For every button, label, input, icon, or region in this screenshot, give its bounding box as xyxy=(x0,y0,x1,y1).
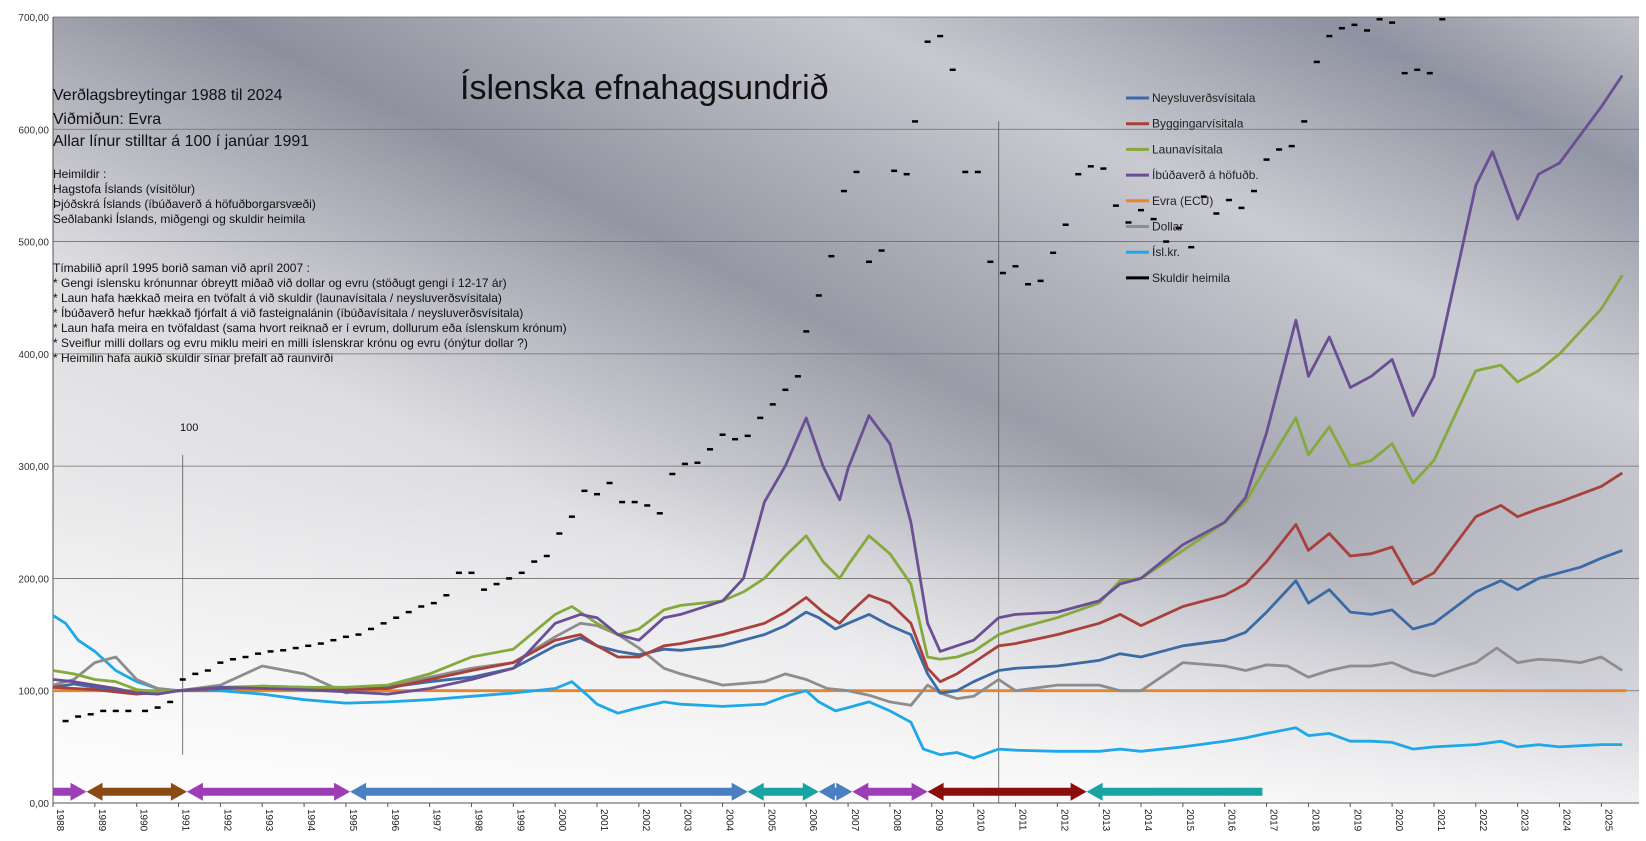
x-tick-label: 2012 xyxy=(1058,809,1069,832)
legend-label: Byggingarvísitala xyxy=(1152,117,1244,131)
x-tick-label: 2003 xyxy=(682,809,693,832)
legend-label: Evra (ECU) xyxy=(1152,194,1213,208)
legend: Neysluverðsvísitala Byggingarvísitala Laun… xyxy=(1126,91,1259,285)
y-tick-label: 100,00 xyxy=(18,687,49,698)
series-line xyxy=(52,274,1624,694)
x-tick-label: 2007 xyxy=(849,809,860,832)
x-tick-label: 2000 xyxy=(556,809,567,832)
x-tick-label: 1995 xyxy=(347,809,358,832)
x-tick-label: 2002 xyxy=(640,809,651,832)
x-tick-label: 2016 xyxy=(1226,809,1237,832)
period-arrow xyxy=(818,782,853,801)
y-tick-label: 300,00 xyxy=(18,462,49,473)
x-tick-label: 2011 xyxy=(1016,809,1027,831)
info-line: Viðmiðun: Evra xyxy=(53,111,161,128)
legend-label: Launavísitala xyxy=(1152,142,1223,156)
x-tick-label: 2008 xyxy=(891,809,902,832)
x-tick-label: 1997 xyxy=(431,809,442,832)
info-line: Verðlagsbreytingar 1988 til 2024 xyxy=(53,87,283,104)
series-lines xyxy=(52,74,1627,760)
comparison-note: * Gengi íslensku krónunnar óbreytt miðað… xyxy=(53,276,507,290)
y-tick-label: 500,00 xyxy=(18,238,49,249)
period-arrow xyxy=(350,782,748,801)
x-tick-label: 2018 xyxy=(1309,809,1320,832)
x-tick-label: 2006 xyxy=(807,809,818,832)
x-tick-label: 1989 xyxy=(96,809,107,832)
series-line xyxy=(52,74,1624,696)
y-tick-label: 600,00 xyxy=(18,125,49,136)
x-tick-label: 2015 xyxy=(1184,809,1195,832)
period-arrow xyxy=(86,782,187,801)
y-tick-label: 0,00 xyxy=(30,799,50,810)
sources-heading: Heimildir : xyxy=(53,167,106,181)
period-arrow xyxy=(186,782,351,801)
x-tick-label: 2017 xyxy=(1268,809,1279,832)
x-tick-label: 2025 xyxy=(1602,809,1613,832)
legend-label: Skuldir heimila xyxy=(1152,271,1230,285)
x-tick-label: 1988 xyxy=(54,809,65,832)
info-block: Verðlagsbreytingar 1988 til 2024 Viðmiðu… xyxy=(53,87,567,365)
period-arrow xyxy=(1086,782,1263,801)
x-tick-label: 2020 xyxy=(1393,809,1404,832)
x-tick-label: 2001 xyxy=(598,809,609,832)
legend-label: Íbúðaverð á höfuðb. xyxy=(1152,167,1259,182)
source-line: Hagstofa Íslands (vísitölur) xyxy=(53,181,195,196)
x-tick-label: 2021 xyxy=(1435,809,1446,832)
period-arrow xyxy=(53,782,87,801)
period-arrows xyxy=(53,782,1263,801)
x-tick-label: 2024 xyxy=(1560,809,1571,832)
legend-label: Ísl.kr. xyxy=(1152,244,1180,259)
x-tick-label: 1991 xyxy=(180,809,191,832)
period-arrow xyxy=(852,782,928,801)
comparison-note: * Laun hafa hækkað meira en tvöfalt á vi… xyxy=(53,291,502,305)
gridlines xyxy=(53,16,1639,804)
period-arrow xyxy=(927,782,1087,801)
series-skuldir-heimila xyxy=(62,17,1446,723)
y-tick-label: 400,00 xyxy=(18,350,49,361)
info-line: Allar línur stilltar á 100 í janúar 1991 xyxy=(53,133,309,150)
chart-title: Íslenska efnahagsundrið xyxy=(460,69,829,107)
x-tick-label: 2005 xyxy=(765,809,776,832)
period-arrow xyxy=(747,782,819,801)
x-tick-label: 1999 xyxy=(514,809,525,832)
comparison-note: * Íbúðaverð hefur hækkað fjórfalt á við … xyxy=(53,305,523,320)
x-tick-label: 2019 xyxy=(1351,809,1362,832)
source-line: Seðlabanki Íslands, miðgengi og skuldir … xyxy=(53,211,305,226)
legend-label: Neysluverðsvísitala xyxy=(1152,91,1256,105)
x-tick-label: 2010 xyxy=(975,809,986,832)
y-axis: 0,00 100,00 200,00 300,00 400,00 500,00 600,00… xyxy=(18,13,54,810)
y-tick-label: 200,00 xyxy=(18,574,49,585)
x-axis: 1988 1989 1990 1991 1992 1993 1994 1995 1996 1997… xyxy=(52,802,1639,832)
x-tick-label: 2013 xyxy=(1100,809,1111,832)
comparison-note: * Laun hafa meira en tvöfaldast (sama hv… xyxy=(53,321,567,335)
x-tick-label: 2004 xyxy=(724,809,735,832)
series-line xyxy=(52,471,1624,696)
x-tick-label: 2023 xyxy=(1519,809,1530,832)
x-tick-label: 1990 xyxy=(138,809,149,832)
series-line xyxy=(52,614,1623,760)
y-tick-label: 700,00 xyxy=(18,13,49,24)
comparison-note: * Sveiflur milli dollars og evru miklu m… xyxy=(53,336,528,350)
x-tick-label: 1992 xyxy=(221,809,232,832)
x-tick-label: 2022 xyxy=(1477,809,1488,832)
x-tick-label: 2014 xyxy=(1142,809,1153,832)
marker-label-100: 100 xyxy=(180,422,198,434)
comparison-heading: Tímabilið apríl 1995 borið saman við apr… xyxy=(53,261,310,275)
x-tick-label: 2009 xyxy=(933,809,944,832)
plot-background-fade xyxy=(53,17,1639,803)
legend-label: Dollar xyxy=(1152,220,1183,234)
x-tick-label: 1994 xyxy=(305,809,316,832)
comparison-note: * Heimilin hafa aukið skuldir sínar þref… xyxy=(53,351,333,365)
source-line: Þjóðskrá Íslands (íbúðaverð á höfuðborga… xyxy=(53,196,316,211)
x-tick-label: 1998 xyxy=(472,809,483,832)
x-tick-label: 1993 xyxy=(263,809,274,832)
x-tick-label: 1996 xyxy=(389,809,400,832)
